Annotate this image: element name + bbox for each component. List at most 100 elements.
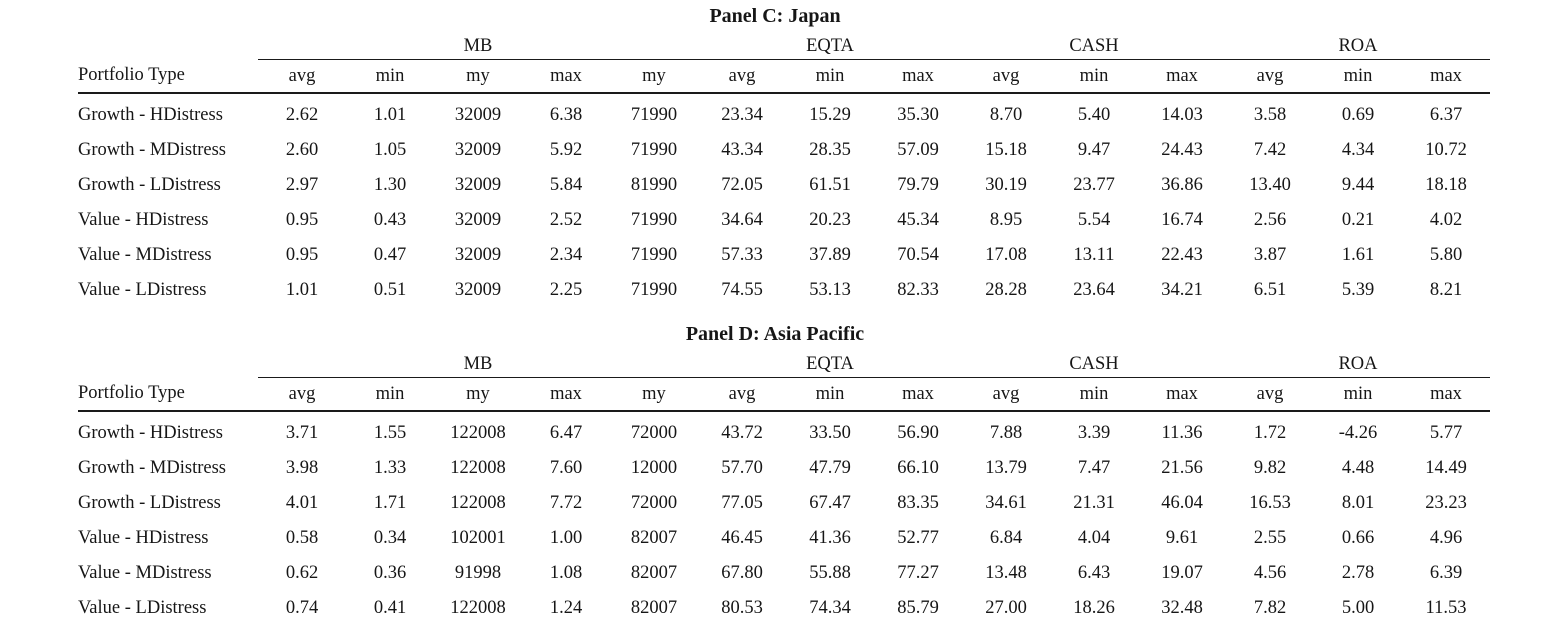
value-cell: 34.21 bbox=[1161, 280, 1203, 300]
value-cell: 43.72 bbox=[721, 423, 763, 443]
value-cell: 45.34 bbox=[897, 210, 939, 230]
panel-d-table: MB EQTA CASH ROA Portfolio Type avg min my max my… bbox=[78, 348, 1490, 626]
value-cell: 8.95 bbox=[989, 210, 1023, 230]
value-cell: 27.00 bbox=[985, 598, 1027, 618]
column-header: max bbox=[522, 59, 610, 94]
portfolio-type-label: Growth - HDistress bbox=[78, 105, 223, 125]
value-cell: 43.34 bbox=[721, 140, 763, 160]
value-cell: 6.84 bbox=[989, 528, 1023, 548]
value-cell: 9.47 bbox=[1077, 140, 1111, 160]
value-cell: 82007 bbox=[630, 598, 678, 618]
value-cell: 15.18 bbox=[985, 140, 1027, 160]
value-cell: 3.87 bbox=[1253, 245, 1287, 265]
value-cell: 34.64 bbox=[721, 210, 763, 230]
value-cell: 1.55 bbox=[373, 423, 407, 443]
value-cell: 37.89 bbox=[809, 245, 851, 265]
value-cell: 1.24 bbox=[549, 598, 583, 618]
column-header: min bbox=[786, 59, 874, 94]
column-header: avg bbox=[698, 59, 786, 94]
panel-c-title: Panel C: Japan bbox=[709, 5, 841, 27]
value-cell: 13.48 bbox=[985, 563, 1027, 583]
value-cell: 21.56 bbox=[1161, 458, 1203, 478]
value-cell: 5.77 bbox=[1429, 423, 1463, 443]
table-row: Value - LDistress 1.01 0.51 32009 2.25 71990 7… bbox=[78, 273, 1490, 308]
value-cell: 122008 bbox=[450, 423, 506, 443]
value-cell: 18.26 bbox=[1073, 598, 1115, 618]
value-cell: 1.05 bbox=[373, 140, 407, 160]
value-cell: 0.95 bbox=[285, 245, 319, 265]
value-cell: 5.54 bbox=[1077, 210, 1111, 230]
value-cell: -4.26 bbox=[1338, 423, 1378, 443]
column-header: avg bbox=[962, 59, 1050, 94]
value-cell: 122008 bbox=[450, 458, 506, 478]
value-cell: 71990 bbox=[630, 245, 678, 265]
value-cell: 3.58 bbox=[1253, 105, 1287, 125]
table-row: Growth - HDistress 2.62 1.01 32009 6.38 71990… bbox=[78, 93, 1490, 133]
value-cell: 9.61 bbox=[1165, 528, 1199, 548]
value-cell: 8.01 bbox=[1341, 493, 1375, 513]
value-cell: 0.62 bbox=[285, 563, 319, 583]
portfolio-type-label: Growth - LDistress bbox=[78, 493, 221, 513]
column-header: min bbox=[1314, 377, 1402, 412]
column-header: my bbox=[434, 377, 522, 412]
group-header: CASH bbox=[962, 348, 1226, 378]
value-cell: 13.40 bbox=[1249, 175, 1291, 195]
value-cell: 0.34 bbox=[373, 528, 407, 548]
column-header: min bbox=[346, 377, 434, 412]
value-cell: 83.35 bbox=[897, 493, 939, 513]
value-cell: 0.47 bbox=[373, 245, 407, 265]
portfolio-type-label: Growth - LDistress bbox=[78, 175, 221, 195]
table-row: Growth - HDistress 3.71 1.55 122008 6.47 7200… bbox=[78, 411, 1490, 451]
value-cell: 6.43 bbox=[1077, 563, 1111, 583]
value-cell: 0.95 bbox=[285, 210, 319, 230]
corner-spacer bbox=[78, 348, 258, 378]
column-header: my bbox=[434, 59, 522, 94]
value-cell: 77.27 bbox=[897, 563, 939, 583]
value-cell: 5.40 bbox=[1077, 105, 1111, 125]
portfolio-type-label: Value - HDistress bbox=[78, 528, 209, 548]
value-cell: 23.34 bbox=[721, 105, 763, 125]
value-cell: 67.47 bbox=[809, 493, 851, 513]
value-cell: 2.56 bbox=[1253, 210, 1287, 230]
value-cell: 32009 bbox=[454, 210, 502, 230]
value-cell: 6.37 bbox=[1429, 105, 1463, 125]
column-header: avg bbox=[1226, 59, 1314, 94]
value-cell: 6.39 bbox=[1429, 563, 1463, 583]
value-cell: 32009 bbox=[454, 140, 502, 160]
value-cell: 0.43 bbox=[373, 210, 407, 230]
panel-c: Panel C: Japan MB EQTA CASH ROA Portfolio Typ… bbox=[0, 0, 1550, 308]
value-cell: 6.47 bbox=[549, 423, 583, 443]
value-cell: 2.25 bbox=[549, 280, 583, 300]
value-cell: 71990 bbox=[630, 140, 678, 160]
column-header: max bbox=[874, 377, 962, 412]
value-cell: 46.04 bbox=[1161, 493, 1203, 513]
value-cell: 18.18 bbox=[1425, 175, 1467, 195]
column-header: max bbox=[522, 377, 610, 412]
value-cell: 5.84 bbox=[549, 175, 583, 195]
value-cell: 67.80 bbox=[721, 563, 763, 583]
value-cell: 14.03 bbox=[1161, 105, 1203, 125]
value-cell: 8.70 bbox=[989, 105, 1023, 125]
column-header: min bbox=[1314, 59, 1402, 94]
value-cell: 0.58 bbox=[285, 528, 319, 548]
value-cell: 79.79 bbox=[897, 175, 939, 195]
value-cell: 61.51 bbox=[809, 175, 851, 195]
portfolio-type-label: Growth - MDistress bbox=[78, 458, 226, 478]
value-cell: 13.79 bbox=[985, 458, 1027, 478]
value-cell: 80.53 bbox=[721, 598, 763, 618]
value-cell: 72.05 bbox=[721, 175, 763, 195]
value-cell: 22.43 bbox=[1161, 245, 1203, 265]
value-cell: 4.96 bbox=[1429, 528, 1463, 548]
value-cell: 3.71 bbox=[285, 423, 319, 443]
value-cell: 24.43 bbox=[1161, 140, 1203, 160]
table-row: Growth - LDistress 4.01 1.71 122008 7.72 7200… bbox=[78, 486, 1490, 521]
portfolio-type-label: Value - LDistress bbox=[78, 598, 207, 618]
value-cell: 34.61 bbox=[985, 493, 1027, 513]
value-cell: 41.36 bbox=[809, 528, 851, 548]
value-cell: 1.33 bbox=[373, 458, 407, 478]
column-header: min bbox=[1050, 59, 1138, 94]
value-cell: 13.11 bbox=[1073, 245, 1115, 265]
value-cell: 4.04 bbox=[1077, 528, 1111, 548]
column-header: max bbox=[1402, 377, 1490, 412]
